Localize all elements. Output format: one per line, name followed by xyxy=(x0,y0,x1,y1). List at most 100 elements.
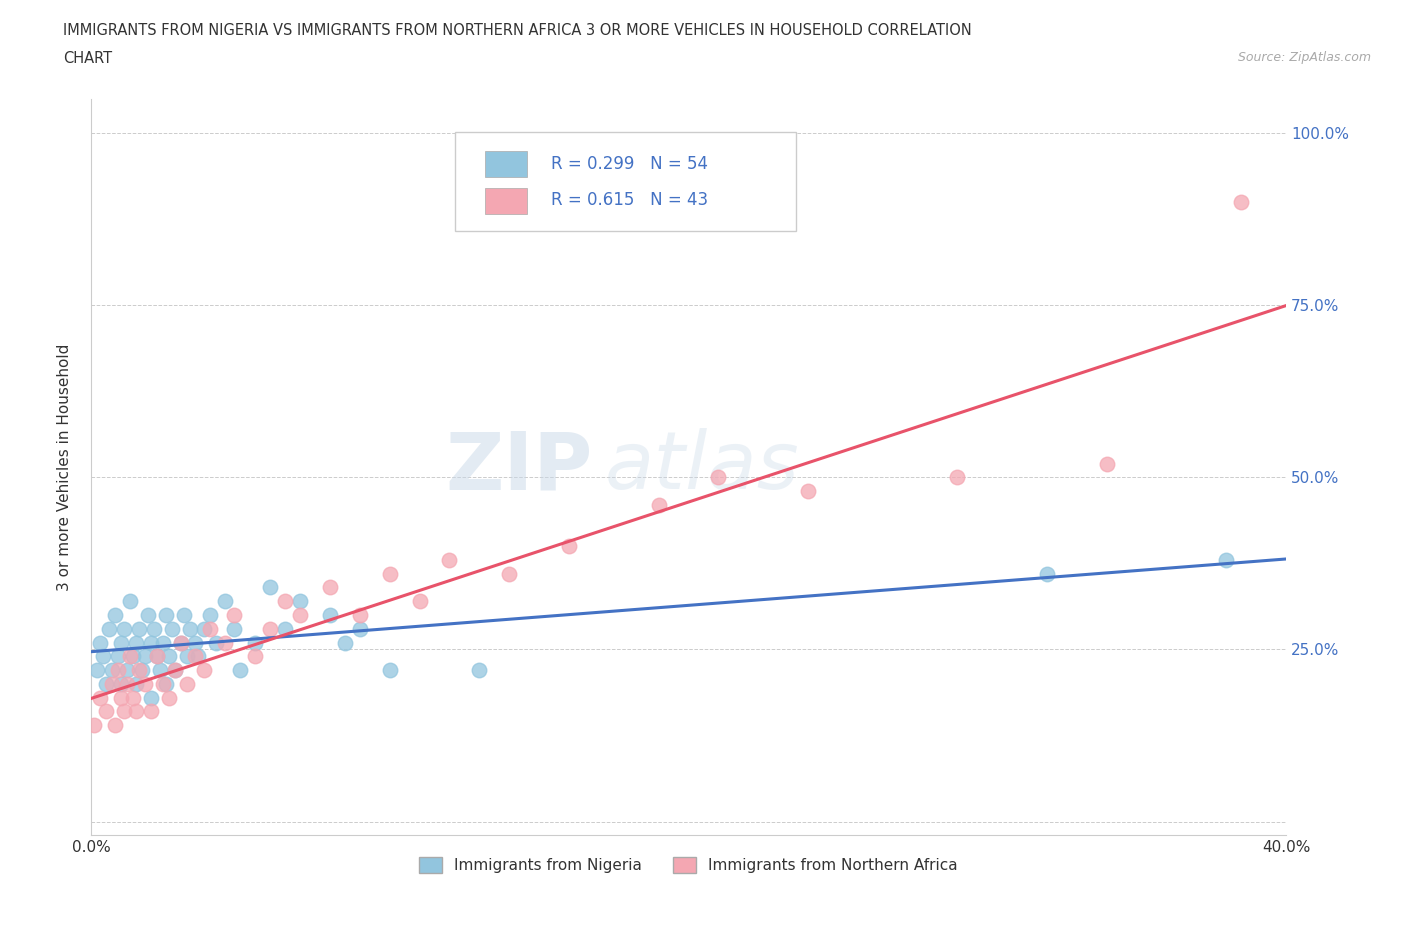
Point xyxy=(169,635,191,650)
Point xyxy=(155,607,177,622)
Point xyxy=(112,621,135,636)
FancyBboxPatch shape xyxy=(485,188,527,214)
Point xyxy=(259,580,281,595)
Point xyxy=(118,594,141,609)
Point xyxy=(1230,194,1253,209)
Point xyxy=(205,635,228,650)
Point xyxy=(86,663,108,678)
Text: Source: ZipAtlas.com: Source: ZipAtlas.com xyxy=(1237,51,1371,64)
Point xyxy=(91,649,114,664)
Point xyxy=(94,676,117,691)
Point xyxy=(1215,552,1237,567)
Point xyxy=(378,663,401,678)
Point xyxy=(349,621,371,636)
Point xyxy=(104,607,127,622)
Point xyxy=(1095,456,1118,471)
Point xyxy=(139,635,162,650)
Point xyxy=(149,663,172,678)
Point xyxy=(101,663,124,678)
Text: CHART: CHART xyxy=(63,51,112,66)
Point xyxy=(193,663,215,678)
Point xyxy=(173,607,195,622)
Point xyxy=(163,663,186,678)
Point xyxy=(145,649,167,664)
FancyBboxPatch shape xyxy=(456,132,796,232)
Point xyxy=(176,676,198,691)
Point xyxy=(157,690,180,705)
Point xyxy=(118,649,141,664)
Text: ZIP: ZIP xyxy=(446,428,593,506)
Point xyxy=(157,649,180,664)
Point xyxy=(107,663,129,678)
Point xyxy=(142,621,165,636)
Point xyxy=(134,649,156,664)
Point xyxy=(498,566,520,581)
Point xyxy=(136,607,159,622)
Point xyxy=(946,470,969,485)
Point xyxy=(319,607,342,622)
Point xyxy=(214,635,236,650)
Text: atlas: atlas xyxy=(605,428,800,506)
Point xyxy=(139,704,162,719)
Point xyxy=(110,690,132,705)
Point xyxy=(125,704,148,719)
Point xyxy=(224,621,246,636)
Point xyxy=(97,621,120,636)
Point xyxy=(245,649,267,664)
Point xyxy=(104,718,127,733)
Point xyxy=(200,607,222,622)
Point xyxy=(89,690,111,705)
Point xyxy=(125,676,148,691)
Point xyxy=(214,594,236,609)
Point xyxy=(169,635,191,650)
Point xyxy=(288,607,311,622)
Point xyxy=(187,649,209,664)
Point xyxy=(274,594,297,609)
Point xyxy=(1036,566,1059,581)
FancyBboxPatch shape xyxy=(485,151,527,177)
Point xyxy=(184,635,207,650)
Point xyxy=(139,690,162,705)
Point xyxy=(128,663,150,678)
Point xyxy=(333,635,356,650)
Point xyxy=(110,635,132,650)
Text: R = 0.615   N = 43: R = 0.615 N = 43 xyxy=(551,192,709,209)
Point xyxy=(647,498,669,512)
Point xyxy=(193,621,215,636)
Y-axis label: 3 or more Vehicles in Household: 3 or more Vehicles in Household xyxy=(58,343,72,591)
Point xyxy=(468,663,491,678)
Point xyxy=(94,704,117,719)
Point xyxy=(83,718,105,733)
Point xyxy=(115,663,138,678)
Point xyxy=(101,676,124,691)
Point xyxy=(179,621,201,636)
Point xyxy=(176,649,198,664)
Point xyxy=(112,704,135,719)
Point xyxy=(125,635,148,650)
Point xyxy=(152,676,174,691)
Point xyxy=(89,635,111,650)
Point xyxy=(200,621,222,636)
Point xyxy=(378,566,401,581)
Point xyxy=(259,621,281,636)
Point xyxy=(152,635,174,650)
Point xyxy=(128,621,150,636)
Point xyxy=(319,580,342,595)
Point xyxy=(160,621,183,636)
Point xyxy=(408,594,430,609)
Point xyxy=(274,621,297,636)
Point xyxy=(115,676,138,691)
Text: R = 0.299   N = 54: R = 0.299 N = 54 xyxy=(551,154,709,173)
Point xyxy=(229,663,252,678)
Point xyxy=(107,649,129,664)
Point xyxy=(707,470,730,485)
Point xyxy=(134,676,156,691)
Legend: Immigrants from Nigeria, Immigrants from Northern Africa: Immigrants from Nigeria, Immigrants from… xyxy=(413,851,963,879)
Point xyxy=(131,663,153,678)
Point xyxy=(439,552,461,567)
Point xyxy=(155,676,177,691)
Point xyxy=(288,594,311,609)
Point xyxy=(121,649,143,664)
Point xyxy=(121,690,143,705)
Point xyxy=(797,484,820,498)
